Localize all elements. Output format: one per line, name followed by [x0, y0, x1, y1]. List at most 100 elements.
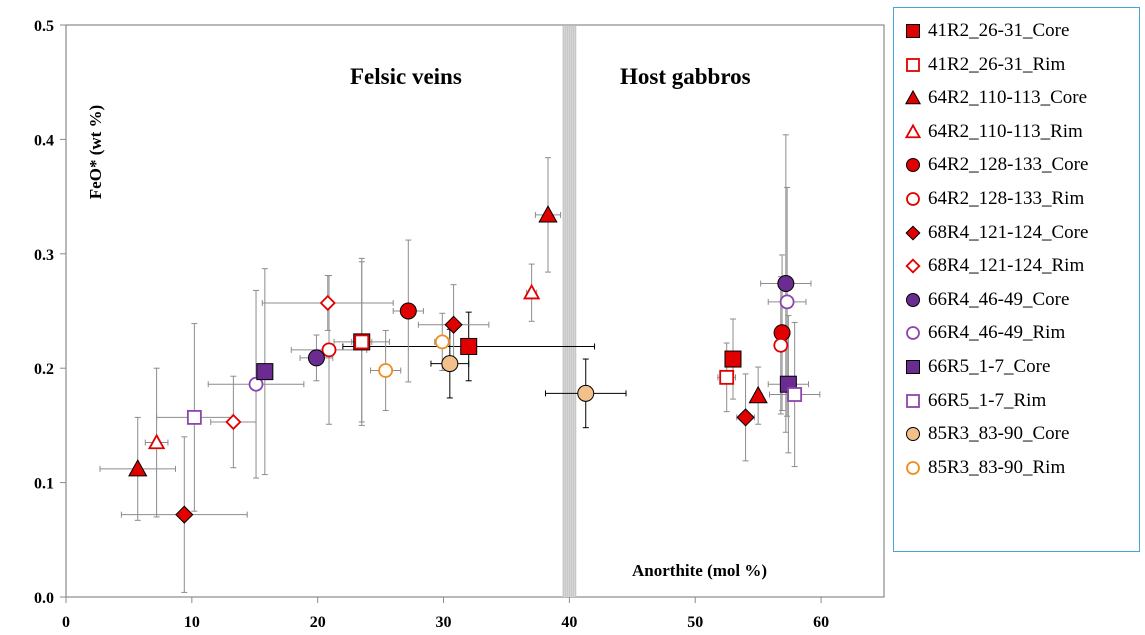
legend-marker-shape	[905, 258, 921, 274]
data-point	[719, 369, 735, 385]
felsic-veins-label: Felsic veins	[350, 64, 462, 89]
data-point	[378, 363, 394, 378]
legend-item: 85R3_83-90_Rim	[902, 455, 1065, 481]
legend-label: 85R3_83-90_Core	[928, 423, 1070, 445]
data-point	[724, 350, 742, 368]
legend-marker-shape	[905, 90, 921, 105]
data-point	[748, 385, 768, 404]
legend: 41R2_26-31_Core 41R2_26-31_Rim 64R2_110-11…	[893, 7, 1140, 552]
legend-marker	[906, 158, 920, 173]
legend-item: 64R2_110-113_Rim	[902, 119, 1083, 145]
data-point	[256, 363, 274, 381]
host-gabbros-label: Host gabbros	[620, 64, 751, 89]
legend-item: 68R4_121-124_Core	[902, 220, 1088, 246]
data-point	[444, 315, 463, 334]
x-tick-label: 20	[310, 614, 326, 631]
legend-item: 66R5_1-7_Rim	[902, 388, 1046, 414]
legend-item: 66R5_1-7_Core	[902, 354, 1050, 380]
legend-item: 41R2_26-31_Core	[902, 18, 1069, 44]
data-point	[787, 387, 803, 402]
legend-label: 41R2_26-31_Core	[928, 20, 1070, 41]
data-point	[147, 433, 166, 450]
legend-marker	[906, 360, 920, 374]
legend-marker-shape	[906, 24, 920, 38]
legend-label: 41R2_26-31_Rim	[928, 53, 1066, 75]
legend-marker	[906, 460, 920, 475]
x-tick-label: 30	[436, 614, 452, 631]
legend-marker	[905, 225, 921, 241]
legend-marker-shape	[906, 57, 920, 72]
y-tick-label: 0.0	[34, 590, 54, 607]
data-point	[354, 334, 370, 350]
y-tick-label: 0.4	[34, 132, 54, 149]
data-point	[248, 376, 264, 392]
legend-item: 41R2_26-31_Rim	[902, 52, 1065, 78]
legend-marker	[906, 24, 920, 38]
x-tick-label: 40	[561, 614, 577, 631]
legend-item: 64R2_110-113_Core	[902, 85, 1087, 111]
legend-marker	[906, 393, 920, 408]
legend-marker-shape	[906, 192, 920, 206]
legend-label: 64R2_128-133_Rim	[928, 188, 1085, 209]
data-point	[777, 275, 795, 293]
data-point	[577, 384, 595, 402]
data-point	[128, 459, 148, 477]
x-tick-label: 60	[813, 614, 829, 631]
legend-marker	[906, 427, 920, 442]
legend-marker	[906, 57, 920, 72]
data-point	[522, 283, 541, 300]
y-tick-label: 0.1	[34, 476, 54, 493]
y-tick-label: 0.2	[34, 361, 54, 378]
legend-marker-shape	[905, 225, 921, 241]
legend-item: 68R4_121-124_Rim	[902, 253, 1084, 279]
y-axis-title: FeO* (wt %)	[86, 105, 105, 199]
legend-item: 64R2_128-133_Rim	[902, 186, 1084, 212]
y-tick-label: 0.3	[34, 247, 54, 264]
legend-marker	[906, 192, 920, 206]
legend-marker-shape	[906, 460, 920, 475]
x-tick-label: 0	[62, 614, 70, 631]
legend-marker-shape	[906, 360, 920, 374]
legend-marker-shape	[906, 292, 920, 307]
data-point	[321, 342, 337, 358]
plot-frame	[65, 24, 885, 598]
legend-item: 66R4_46-49_Core	[902, 287, 1069, 313]
legend-marker	[906, 326, 920, 341]
legend-label: 64R2_110-113_Rim	[928, 120, 1083, 142]
legend-label: 64R2_110-113_Core	[928, 87, 1088, 109]
legend-marker	[905, 90, 921, 105]
legend-label: 66R5_1-7_Core	[928, 356, 1051, 377]
y-tick-label: 0.5	[34, 18, 54, 35]
data-point	[186, 409, 202, 425]
legend-label: 85R3_83-90_Rim	[928, 456, 1066, 478]
data-point	[319, 294, 336, 312]
legend-item: 64R2_128-133_Core	[902, 152, 1088, 178]
legend-label: 66R4_46-49_Rim	[928, 322, 1066, 344]
chart: 0 10 20 30 40 50 60 0.0 0.1 0.2 0.3 0.4 0.5 Felsic v…	[34, 18, 885, 631]
data-point	[434, 334, 450, 350]
legend-marker-shape	[906, 158, 920, 173]
data-point	[538, 205, 558, 223]
legend-marker	[906, 292, 920, 307]
data-point	[736, 408, 755, 427]
legend-marker-shape	[904, 123, 922, 138]
data-point	[441, 355, 459, 373]
data-point	[225, 413, 242, 431]
x-axis-title: Anorthite (mol %)	[632, 561, 767, 580]
legend-label: 64R2_128-133_Core	[928, 154, 1089, 176]
data-point	[307, 349, 325, 367]
data-point	[460, 337, 478, 355]
data-point	[399, 302, 417, 320]
legend-marker-shape	[906, 427, 920, 442]
data-point	[779, 294, 795, 310]
legend-item: 85R3_83-90_Core	[902, 421, 1069, 447]
x-tick-label: 10	[184, 614, 200, 631]
legend-marker-shape	[906, 326, 920, 341]
legend-marker	[904, 123, 922, 138]
legend-label: 68R4_121-124_Core	[928, 221, 1089, 243]
legend-marker-shape	[906, 393, 920, 408]
data-point	[175, 505, 194, 524]
legend-item: 66R4_46-49_Rim	[902, 320, 1065, 346]
legend-marker	[905, 258, 921, 274]
data-point	[773, 337, 789, 353]
